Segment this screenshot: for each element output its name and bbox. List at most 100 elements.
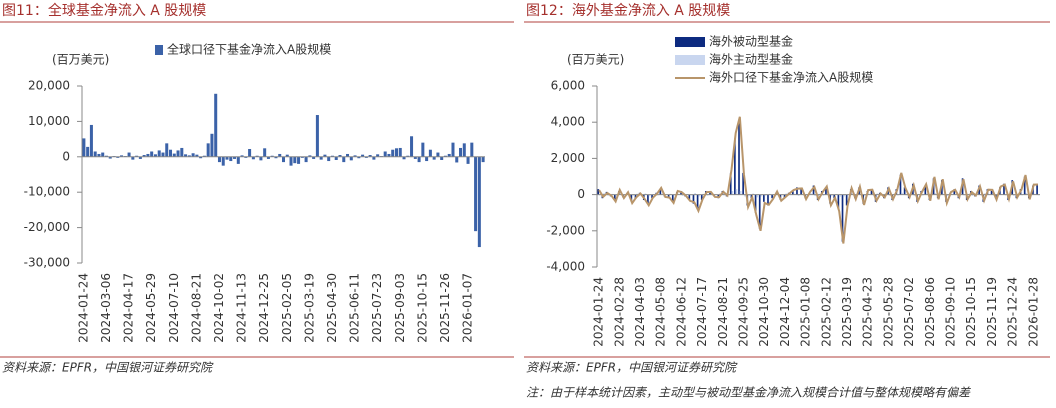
bar <box>210 133 214 157</box>
bar <box>150 151 154 157</box>
x-tick-label: 2025-06-11 <box>348 273 362 343</box>
x-tick-label: 2024-08-21 <box>716 277 730 347</box>
bar <box>800 189 802 195</box>
bar <box>700 194 703 201</box>
bar <box>86 146 90 157</box>
bar <box>406 155 410 157</box>
bar <box>845 194 848 206</box>
x-tick-label: 2025-09-03 <box>393 273 407 343</box>
bar <box>334 156 338 160</box>
x-tick-label: 2026-01-07 <box>461 273 475 343</box>
bar <box>839 194 841 197</box>
bar <box>135 155 139 157</box>
bar <box>233 156 237 159</box>
bar <box>402 156 406 160</box>
bar <box>752 193 754 195</box>
x-tick-label: 2024-08-21 <box>189 273 203 343</box>
bar <box>843 194 845 197</box>
bar <box>330 155 334 157</box>
bar <box>428 149 432 157</box>
bar <box>466 156 470 164</box>
bar <box>443 155 447 157</box>
x-tick-label: 2025-10-15 <box>964 277 978 347</box>
bar <box>597 189 600 195</box>
bar <box>104 155 108 157</box>
bar <box>372 156 376 160</box>
bar <box>764 194 767 196</box>
x-tick-label: 2024-09-25 <box>736 277 750 347</box>
y-tick-label: 10,000 <box>28 114 70 128</box>
bar <box>876 193 879 195</box>
bar <box>417 156 421 163</box>
bar <box>812 185 815 195</box>
bar <box>165 143 169 157</box>
bar <box>647 194 649 204</box>
bar <box>673 194 676 196</box>
bar <box>176 150 180 157</box>
bar <box>368 155 372 157</box>
bar <box>613 194 616 201</box>
bar <box>632 194 634 196</box>
x-tick-label: 2025-08-06 <box>923 277 937 347</box>
bar <box>748 194 750 197</box>
bar <box>455 156 459 163</box>
bar <box>89 124 93 157</box>
x-tick-label: 2025-03-19 <box>840 277 854 347</box>
bar <box>364 156 368 158</box>
bar <box>934 193 937 195</box>
bar <box>830 194 833 197</box>
bar <box>648 194 651 197</box>
x-tick-label: 2024-06-12 <box>674 277 688 347</box>
bar <box>432 156 436 160</box>
bar <box>342 156 346 163</box>
x-tick-label: 2025-02-12 <box>819 277 833 347</box>
bar <box>694 193 696 195</box>
y-tick-label: -4,000 <box>546 260 585 274</box>
x-tick-label: 2024-05-08 <box>654 277 668 347</box>
bar <box>436 152 440 157</box>
x-tick-label: 2026-01-28 <box>1026 277 1040 347</box>
bar <box>459 147 463 157</box>
y-tick-label: -30,000 <box>24 256 70 270</box>
bar <box>603 193 605 195</box>
bar <box>671 194 674 202</box>
bar <box>315 115 319 157</box>
bar <box>229 156 233 162</box>
y-tick-label: 6,000 <box>551 79 585 93</box>
x-tick-label: 2024-07-10 <box>167 273 181 343</box>
bar <box>248 149 252 157</box>
bar <box>187 155 191 157</box>
bar <box>353 155 357 157</box>
bar <box>425 156 429 162</box>
y-tick-label: 0 <box>62 149 70 163</box>
bar <box>792 190 794 195</box>
bar <box>767 194 769 206</box>
bar <box>304 156 308 163</box>
legend-swatch <box>675 37 705 47</box>
bar <box>289 156 293 166</box>
bar <box>327 156 331 162</box>
bar <box>251 156 255 160</box>
bar <box>97 153 101 157</box>
bar <box>293 156 297 164</box>
bar <box>93 151 97 157</box>
bar <box>236 156 240 164</box>
bar <box>312 156 316 159</box>
x-tick-label: 2025-10-15 <box>415 273 429 343</box>
bar <box>308 155 312 157</box>
x-tick-label: 2025-05-28 <box>881 277 895 347</box>
bar <box>221 156 225 166</box>
bar <box>346 153 350 157</box>
legend-swatch <box>155 45 163 55</box>
bar <box>756 194 759 198</box>
y-tick-label: -10,000 <box>24 185 70 199</box>
x-tick-label: 2024-12-25 <box>257 273 271 343</box>
x-tick-label: 2025-03-19 <box>302 273 316 343</box>
bar <box>195 154 199 157</box>
bar <box>743 194 746 197</box>
bar <box>398 147 402 157</box>
x-tick-label: 2024-04-17 <box>122 273 136 343</box>
bar <box>754 194 757 213</box>
y-tick-label: -20,000 <box>24 220 70 234</box>
bar <box>1025 193 1028 195</box>
